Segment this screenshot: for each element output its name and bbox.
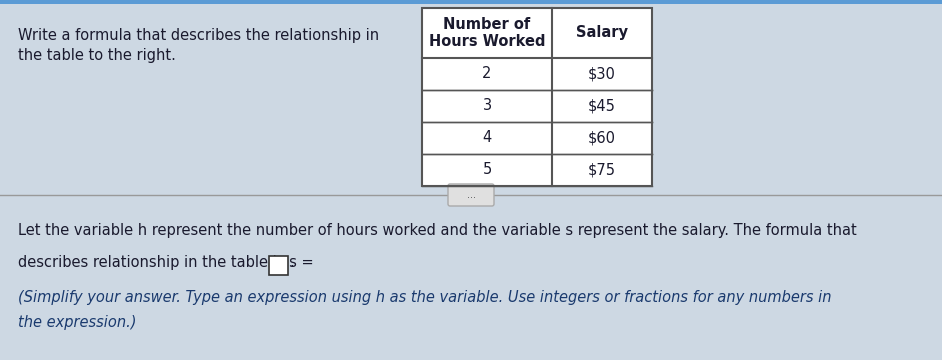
- Text: describes relationship in the table is s =: describes relationship in the table is s…: [18, 255, 318, 270]
- Text: Salary: Salary: [576, 26, 628, 40]
- Text: Number of
Hours Worked: Number of Hours Worked: [429, 17, 545, 49]
- Bar: [422, 8, 652, 186]
- Text: $45: $45: [588, 99, 616, 113]
- Bar: [0, 0, 942, 4]
- FancyBboxPatch shape: [269, 256, 288, 274]
- Bar: [422, 8, 652, 186]
- Text: the expression.): the expression.): [18, 315, 137, 330]
- Text: 3: 3: [482, 99, 492, 113]
- FancyBboxPatch shape: [448, 184, 494, 206]
- Text: Let the variable h represent the number of hours worked and the variable s repre: Let the variable h represent the number …: [18, 223, 857, 238]
- Text: Write a formula that describes the relationship in: Write a formula that describes the relat…: [18, 28, 379, 43]
- Text: $30: $30: [588, 67, 616, 81]
- Text: 5: 5: [482, 162, 492, 177]
- Text: (Simplify your answer. Type an expression using h as the variable. Use integers : (Simplify your answer. Type an expressio…: [18, 290, 832, 305]
- Text: .: .: [289, 255, 294, 270]
- Text: 2: 2: [482, 67, 492, 81]
- Text: the table to the right.: the table to the right.: [18, 48, 176, 63]
- Text: 4: 4: [482, 130, 492, 145]
- Text: ...: ...: [466, 190, 476, 200]
- Text: $60: $60: [588, 130, 616, 145]
- Text: $75: $75: [588, 162, 616, 177]
